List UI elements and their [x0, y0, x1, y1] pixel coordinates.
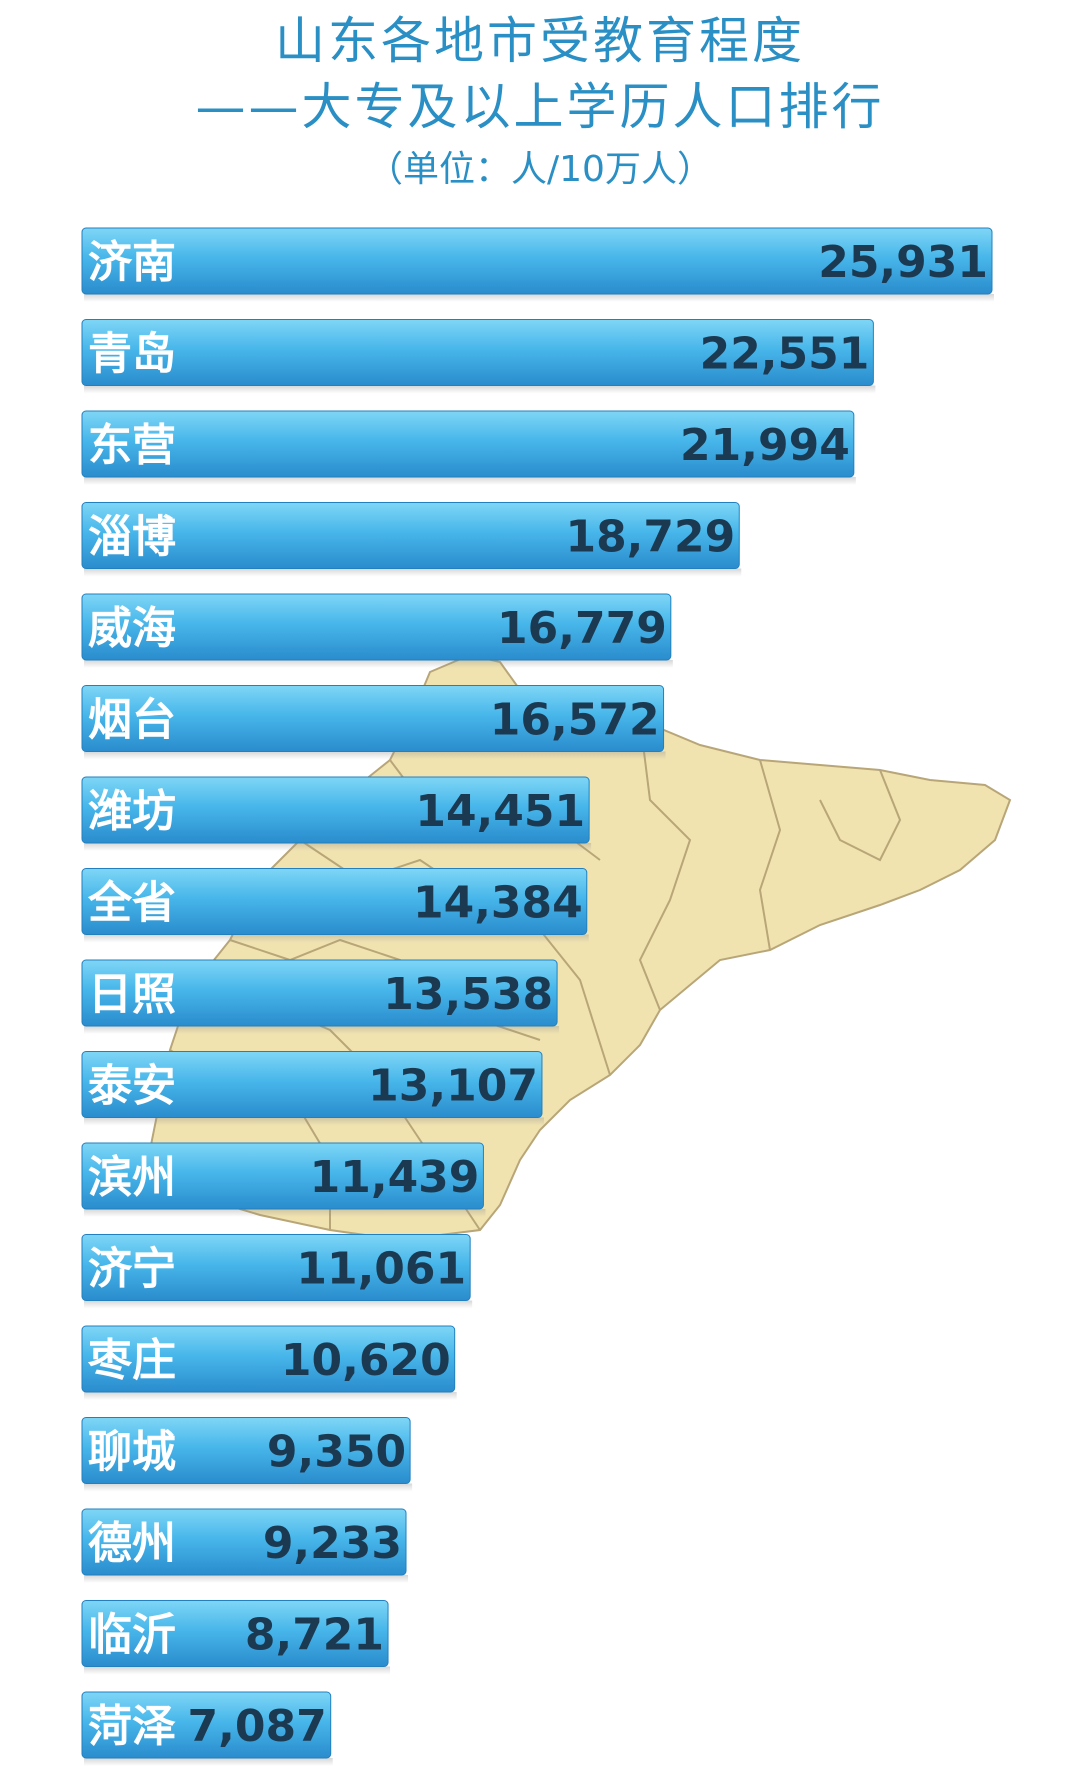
bar-value-label: 13,538: [383, 969, 553, 1020]
bar-value-label: 14,451: [415, 786, 585, 837]
bar-shadow: [84, 1209, 486, 1217]
bar-value-label: 11,061: [296, 1244, 466, 1295]
bar-威海: [81, 593, 672, 661]
bar-全省: [81, 868, 588, 935]
bar-shadow: [84, 1483, 413, 1492]
bar-德州: [81, 1508, 407, 1576]
bar-category-label: 德州: [88, 1518, 176, 1569]
bar-shadow: [84, 1300, 473, 1309]
bar-淄博: [81, 502, 740, 569]
bar-潍坊: [81, 776, 590, 844]
bar-shadow: [84, 294, 994, 302]
bar-category-label: 菏泽: [88, 1701, 176, 1752]
bar-shadow: [84, 1666, 391, 1675]
bar-滨州: [81, 1142, 484, 1210]
bar-shadow: [84, 751, 666, 760]
bar-value-label: 10,620: [281, 1335, 451, 1386]
bar-category-label: 全省: [87, 878, 176, 929]
bar-shadow: [84, 934, 589, 943]
bar-shadow: [84, 1392, 457, 1400]
bar-shadow: [84, 477, 856, 485]
bar-东营: [81, 410, 855, 478]
bar-category-label: 聊城: [88, 1427, 176, 1478]
bar-shadow: [84, 385, 876, 394]
bar-value-label: 7,087: [188, 1701, 327, 1752]
bar-category-label: 烟台: [88, 695, 176, 746]
bar-value-label: 14,384: [413, 878, 583, 929]
bar-category-label: 泰安: [88, 1061, 176, 1112]
bar-烟台: [81, 685, 665, 752]
chart-subtitle: ——大专及以上学历人口排行: [195, 78, 885, 136]
bar-shadow: [84, 1026, 560, 1034]
bar-value-label: 22,551: [700, 329, 870, 380]
bar-聊城: [81, 1417, 411, 1484]
bar-value-label: 21,994: [680, 420, 850, 471]
bar-shadow: [84, 1575, 409, 1583]
bar-value-label: 9,233: [263, 1518, 402, 1569]
bar-shadow: [84, 1758, 333, 1766]
bar-value-label: 16,779: [497, 603, 667, 654]
title-block: 山东各地市受教育程度 ——大专及以上学历人口排行 （单位：人/10万人）: [0, 8, 1080, 194]
bar-category-label: 日照: [88, 969, 176, 1020]
bar-菏泽: [81, 1691, 332, 1759]
bar-shadow: [84, 568, 742, 577]
bar-临沂: [81, 1600, 389, 1667]
bar-泰安: [81, 1051, 543, 1118]
bar-value-label: 25,931: [818, 237, 988, 288]
bar-category-label: 潍坊: [88, 786, 176, 837]
bar-category-label: 威海: [88, 603, 176, 654]
bar-category-label: 济宁: [88, 1244, 176, 1295]
bar-value-label: 16,572: [490, 695, 660, 746]
bar-category-label: 淄博: [88, 512, 176, 563]
chart-title: 山东各地市受教育程度: [275, 12, 805, 70]
bar-category-label: 济南: [88, 237, 176, 288]
bar-青岛: [81, 319, 874, 386]
bar-category-label: 东营: [88, 420, 176, 471]
bar-value-label: 18,729: [565, 512, 735, 563]
bar-shadow: [84, 660, 673, 668]
bar-shadow: [84, 1117, 544, 1126]
bar-category-label: 枣庄: [87, 1335, 176, 1386]
bar-value-label: 9,350: [267, 1427, 406, 1478]
bar-shadow: [84, 843, 592, 851]
bar-value-label: 8,721: [245, 1610, 384, 1661]
bar-category-label: 临沂: [88, 1610, 176, 1661]
bar-category-label: 青岛: [88, 329, 176, 380]
bar-枣庄: [81, 1325, 456, 1393]
chart-unit: （单位：人/10万人）: [367, 149, 713, 190]
bar-value-label: 13,107: [368, 1061, 538, 1112]
bar-value-label: 11,439: [310, 1152, 480, 1203]
bar-济南: [81, 227, 993, 295]
bar-济宁: [81, 1234, 471, 1301]
bar-category-label: 滨州: [88, 1152, 176, 1203]
bar-日照: [81, 959, 558, 1027]
